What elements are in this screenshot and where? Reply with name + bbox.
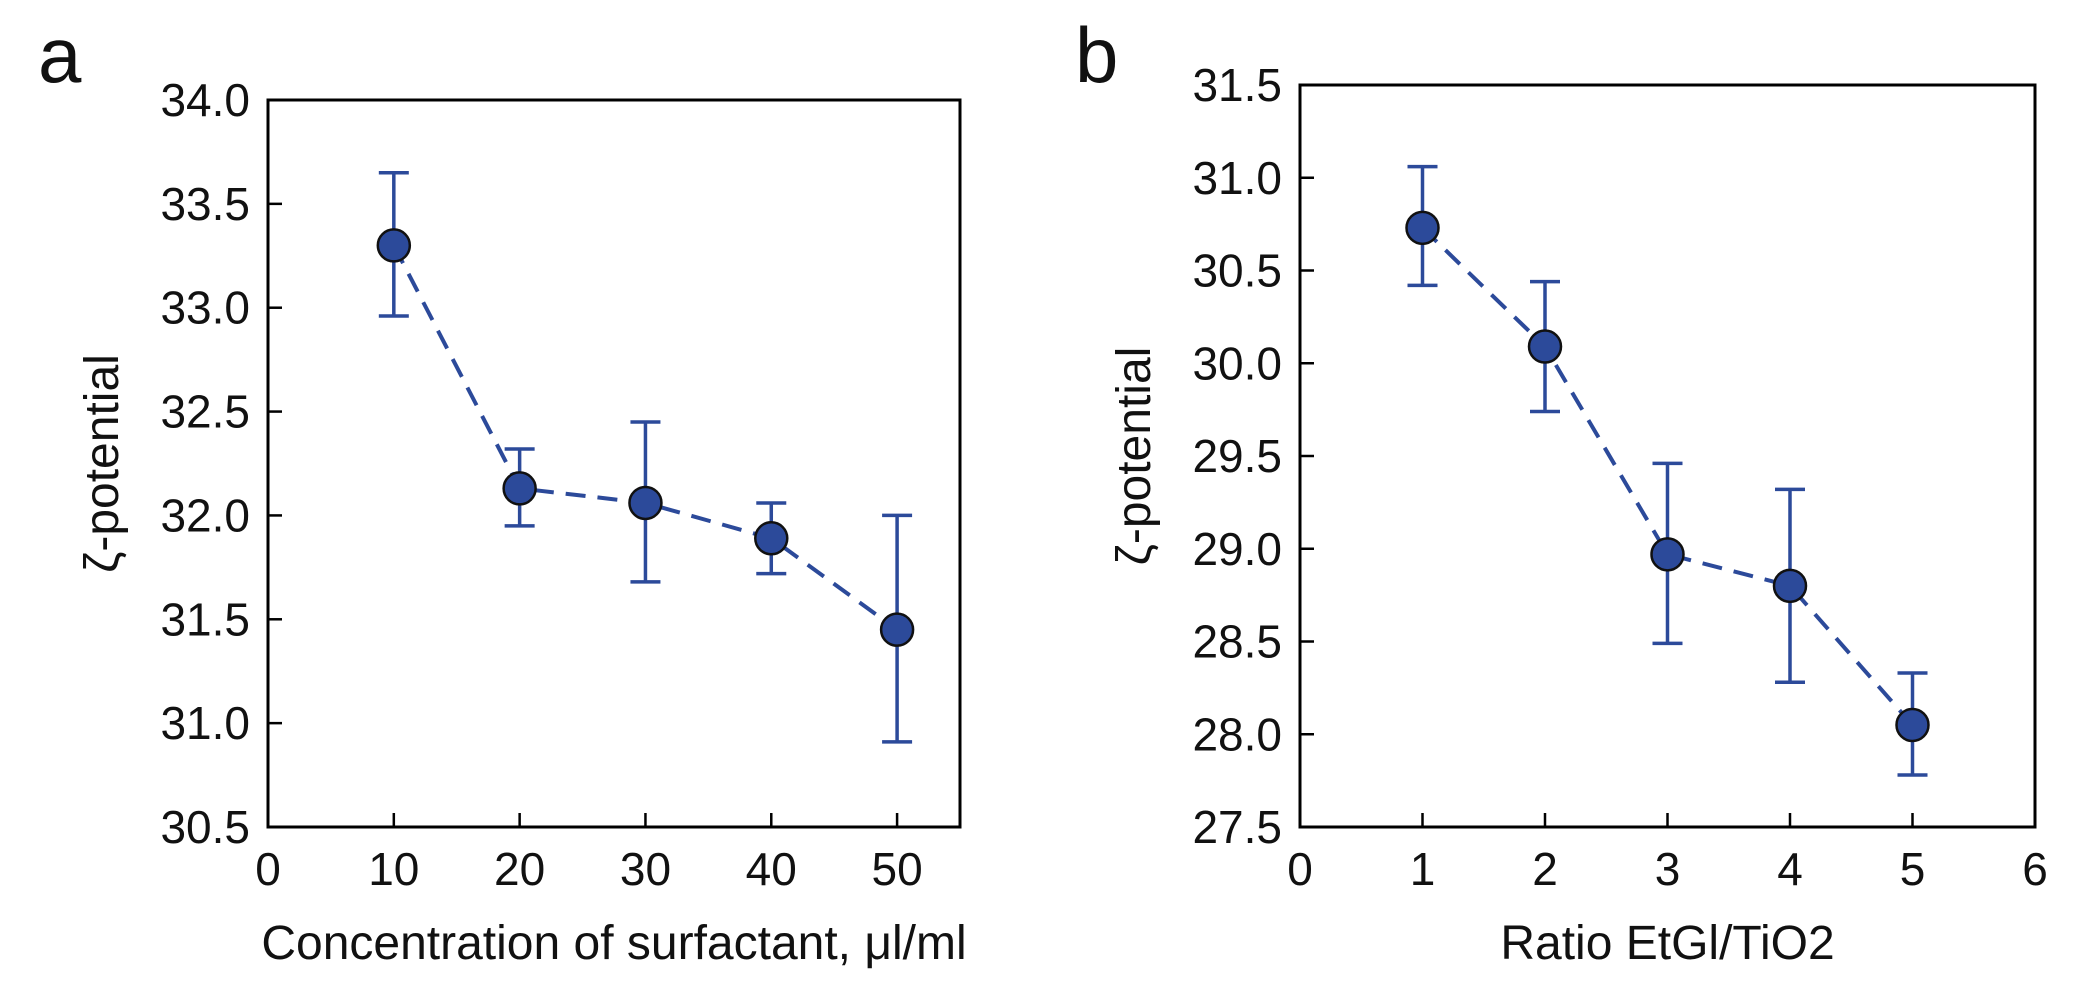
y-tick-label: 30.5 xyxy=(1192,245,1282,297)
y-tick-label: 29.0 xyxy=(1192,523,1282,575)
x-axis-label: Concentration of surfactant, μl/ml xyxy=(261,917,966,970)
series-dashed-line xyxy=(1421,226,1915,727)
data-point xyxy=(1895,707,1930,743)
data-point xyxy=(628,485,663,521)
y-tick-label: 34.0 xyxy=(160,74,250,126)
data-point xyxy=(1405,210,1440,246)
y-tick-label: 30.0 xyxy=(1192,337,1282,389)
x-tick-label: 10 xyxy=(368,843,419,895)
y-tick-label: 28.0 xyxy=(1192,708,1282,760)
chart-panel-a: a Concentration of surfactant, μl/ml ζ-p… xyxy=(38,11,967,970)
x-tick-label: 3 xyxy=(1655,843,1681,895)
y-tick-label: 33.5 xyxy=(160,178,250,230)
panel-label: a xyxy=(38,11,82,99)
y-tick-label: 31.5 xyxy=(1192,59,1282,111)
plot-frame xyxy=(266,98,962,829)
x-tick-label: 2 xyxy=(1532,843,1558,895)
x-tick-label: 50 xyxy=(872,843,923,895)
x-tick-label: 40 xyxy=(746,843,797,895)
data-point xyxy=(502,471,537,506)
data-point xyxy=(376,228,412,263)
y-tick-label: 32.0 xyxy=(160,489,250,541)
x-tick-label: 0 xyxy=(1287,843,1313,895)
x-axis-label: Ratio EtGl/TiO2 xyxy=(1500,917,1834,970)
x-tick-label: 20 xyxy=(494,843,545,895)
y-tick-label: 31.5 xyxy=(160,593,250,645)
x-tick-label: 6 xyxy=(2022,843,2048,895)
y-axis-label: ζ-potential xyxy=(1108,347,1161,566)
y-tick-label: 28.5 xyxy=(1192,616,1282,668)
x-tick-label: 5 xyxy=(1900,843,1926,895)
data-point xyxy=(754,521,789,556)
chart-panel-b: b Ratio EtGl/TiO2 ζ-potential 0 1 2 3 4 5 6 27.… xyxy=(1075,11,2048,970)
x-tick-label: 0 xyxy=(255,843,281,895)
y-axis-label: ζ-potential xyxy=(76,354,129,573)
data-point xyxy=(1527,329,1563,364)
x-tick-label: 1 xyxy=(1410,843,1436,895)
y-tick-label: 27.5 xyxy=(1192,801,1282,853)
x-tick-label: 30 xyxy=(620,843,671,895)
y-tick-label: 32.5 xyxy=(160,386,250,438)
y-tick-label: 31.0 xyxy=(1192,152,1282,204)
data-point xyxy=(879,612,915,647)
y-tick-label: 29.5 xyxy=(1192,430,1282,482)
y-tick-label: 31.0 xyxy=(160,697,250,749)
y-tick-label: 30.5 xyxy=(160,801,250,853)
x-tick-label: 4 xyxy=(1777,843,1803,895)
panel-label: b xyxy=(1075,11,1118,99)
y-tick-label: 33.0 xyxy=(160,282,250,334)
data-point xyxy=(1650,537,1685,572)
data-point xyxy=(1772,568,1808,604)
